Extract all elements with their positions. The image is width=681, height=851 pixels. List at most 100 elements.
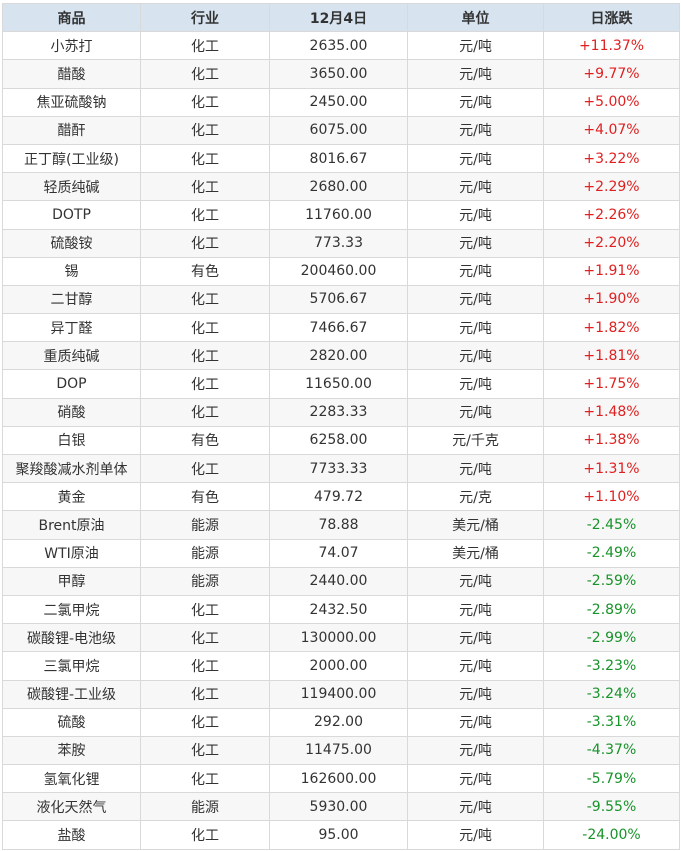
- daily-change-cell: -2.89%: [543, 594, 680, 625]
- unit-cell: 元/克: [407, 482, 544, 512]
- commodity-name-cell: 正丁醇(工业级): [2, 143, 141, 174]
- industry-cell: 化工: [140, 115, 270, 145]
- commodity-name-cell: DOP: [2, 369, 141, 399]
- industry-cell: 化工: [140, 594, 270, 625]
- industry-cell: 能源: [140, 510, 270, 540]
- unit-cell: 元/吨: [407, 707, 544, 737]
- daily-change-cell: +1.75%: [543, 369, 680, 399]
- commodity-name-cell: 硫酸铵: [2, 228, 141, 258]
- daily-change-cell: -2.99%: [543, 623, 680, 653]
- daily-change-cell: +1.90%: [543, 284, 680, 315]
- price-cell: 162600.00: [269, 764, 408, 794]
- table-row: 甲醇 能源 2440.00 元/吨 -2.59%: [2, 566, 680, 596]
- table-row: 重质纯碱 化工 2820.00 元/吨 +1.81%: [2, 341, 680, 371]
- table-header: 商品 行业 12月4日 单位 日涨跌: [2, 2, 680, 33]
- price-cell: 2820.00: [269, 341, 408, 371]
- table-body: 小苏打 化工 2635.00 元/吨 +11.37% 醋酸 化工 3650.00 元/吨 +9.7…: [2, 31, 680, 850]
- industry-cell: 化工: [140, 453, 270, 484]
- table-row: 二氯甲烷 化工 2432.50 元/吨 -2.89%: [2, 594, 680, 625]
- industry-cell: 化工: [140, 87, 270, 117]
- table-row: 硫酸 化工 292.00 元/吨 -3.31%: [2, 707, 680, 737]
- price-cell: 7733.33: [269, 453, 408, 484]
- industry-cell: 化工: [140, 651, 270, 681]
- unit-cell: 元/吨: [407, 143, 544, 174]
- commodity-name-cell: WTI原油: [2, 538, 141, 568]
- table-row: 轻质纯碱 化工 2680.00 元/吨 +2.29%: [2, 172, 680, 202]
- unit-cell: 元/吨: [407, 792, 544, 822]
- price-cell: 2440.00: [269, 566, 408, 596]
- table-row: 白银 有色 6258.00 元/千克 +1.38%: [2, 425, 680, 456]
- unit-cell: 元/吨: [407, 313, 544, 343]
- commodity-name-cell: Brent原油: [2, 510, 141, 540]
- table-row: 硫酸铵 化工 773.33 元/吨 +2.20%: [2, 228, 680, 258]
- price-cell: 74.07: [269, 538, 408, 568]
- price-cell: 11475.00: [269, 735, 408, 766]
- price-cell: 2283.33: [269, 397, 408, 427]
- header-commodity: 商品: [2, 2, 141, 33]
- commodity-name-cell: 聚羧酸减水剂单体: [2, 453, 141, 484]
- daily-change-cell: -4.37%: [543, 735, 680, 766]
- daily-change-cell: -2.45%: [543, 510, 680, 540]
- price-cell: 2450.00: [269, 87, 408, 117]
- table-row: 锡有色 200460.00 元/吨 +1.91%: [2, 256, 680, 286]
- commodity-name-cell: 小苏打: [2, 31, 141, 61]
- price-cell: 3650.00: [269, 59, 408, 89]
- unit-cell: 美元/桶: [407, 510, 544, 540]
- commodity-name-cell: 碳酸锂-电池级: [2, 623, 141, 653]
- table-row: 黄金 有色 479.72 元/克 +1.10%: [2, 482, 680, 512]
- industry-cell: 能源: [140, 792, 270, 822]
- industry-cell: 化工: [140, 679, 270, 709]
- industry-cell: 能源: [140, 538, 270, 568]
- daily-change-cell: +5.00%: [543, 87, 680, 117]
- unit-cell: 元/吨: [407, 228, 544, 258]
- industry-cell: 化工: [140, 369, 270, 399]
- commodity-name-cell: 醋酐: [2, 115, 141, 145]
- price-cell: 2000.00: [269, 651, 408, 681]
- price-cell: 130000.00: [269, 623, 408, 653]
- unit-cell: 元/吨: [407, 59, 544, 89]
- industry-cell: 化工: [140, 397, 270, 427]
- commodity-name-cell: 液化天然气: [2, 792, 141, 822]
- daily-change-cell: +1.48%: [543, 397, 680, 427]
- daily-change-cell: -3.24%: [543, 679, 680, 709]
- daily-change-cell: +2.26%: [543, 200, 680, 230]
- industry-cell: 化工: [140, 228, 270, 258]
- unit-cell: 元/吨: [407, 453, 544, 484]
- unit-cell: 元/吨: [407, 594, 544, 625]
- table-row: 盐酸 化工 95.00 元/吨 -24.00%: [2, 820, 680, 850]
- unit-cell: 元/千克: [407, 425, 544, 456]
- industry-cell: 化工: [140, 31, 270, 61]
- table-row: WTI原油 能源 74.07 美元/桶 -2.49%: [2, 538, 680, 568]
- price-cell: 5706.67: [269, 284, 408, 315]
- daily-change-cell: +11.37%: [543, 31, 680, 61]
- commodity-name-cell: 甲醇: [2, 566, 141, 596]
- header-daily-change: 日涨跌: [543, 2, 680, 33]
- unit-cell: 元/吨: [407, 256, 544, 286]
- header-industry: 行业: [140, 2, 270, 33]
- daily-change-cell: +3.22%: [543, 143, 680, 174]
- industry-cell: 化工: [140, 143, 270, 174]
- daily-change-cell: +2.20%: [543, 228, 680, 258]
- daily-change-cell: +1.81%: [543, 341, 680, 371]
- commodity-name-cell: 锡: [2, 256, 141, 286]
- header-unit: 单位: [407, 2, 544, 33]
- unit-cell: 元/吨: [407, 369, 544, 399]
- table-row: 二甘醇 化工 5706.67 元/吨 +1.90%: [2, 284, 680, 315]
- table-row: 聚羧酸减水剂单体 化工 7733.33 元/吨 +1.31%: [2, 453, 680, 484]
- table-row: 小苏打 化工 2635.00 元/吨 +11.37%: [2, 31, 680, 61]
- industry-cell: 化工: [140, 172, 270, 202]
- price-cell: 11760.00: [269, 200, 408, 230]
- industry-cell: 化工: [140, 200, 270, 230]
- daily-change-cell: -3.31%: [543, 707, 680, 737]
- unit-cell: 元/吨: [407, 200, 544, 230]
- header-row: 商品 行业 12月4日 单位 日涨跌: [2, 2, 680, 33]
- unit-cell: 元/吨: [407, 623, 544, 653]
- industry-cell: 化工: [140, 707, 270, 737]
- industry-cell: 有色: [140, 256, 270, 286]
- industry-cell: 能源: [140, 566, 270, 596]
- daily-change-cell: -24.00%: [543, 820, 680, 850]
- commodity-name-cell: 二甘醇: [2, 284, 141, 315]
- unit-cell: 元/吨: [407, 764, 544, 794]
- table-row: 异丁醛 化工 7466.67 元/吨 +1.82%: [2, 313, 680, 343]
